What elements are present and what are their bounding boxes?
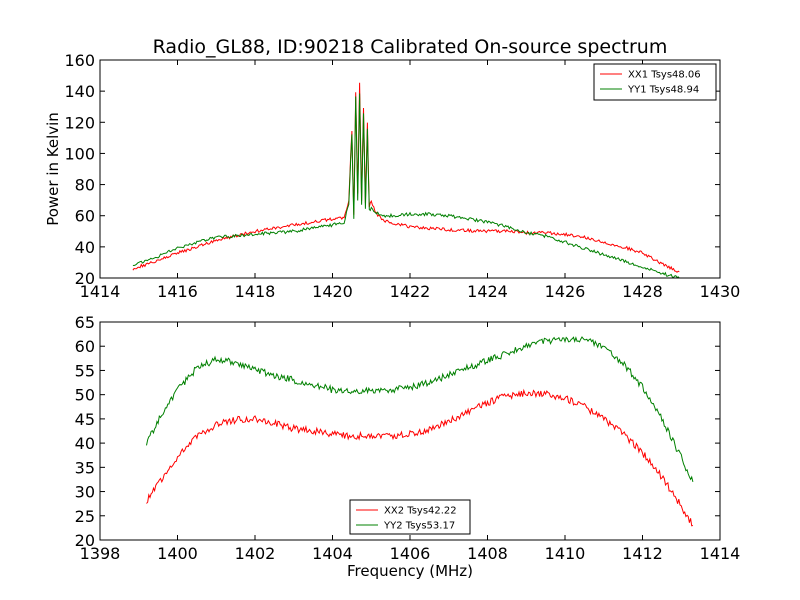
series-line-yy2 [146, 336, 694, 483]
y-tick-label: 160 [64, 51, 95, 70]
legend-label: XX2 Tsys42.22 [384, 506, 457, 517]
y-tick-label: 40 [75, 238, 95, 257]
x-tick-label: 1410 [545, 544, 586, 563]
y-tick-label: 80 [75, 176, 95, 195]
x-tick-label: 1398 [80, 544, 121, 563]
legend-frame [593, 63, 717, 101]
x-tick-label: 1402 [235, 544, 276, 563]
x-tick-label: 1420 [312, 282, 353, 301]
y-tick-label: 35 [75, 458, 95, 477]
y-tick-label: 30 [75, 483, 95, 502]
x-tick-label: 1422 [390, 282, 431, 301]
y-tick-label: 20 [75, 531, 95, 550]
series-line-xx1 [132, 82, 680, 273]
y-tick-label: 55 [75, 361, 95, 380]
x-tick-label: 1418 [235, 282, 276, 301]
y-tick-label: 60 [75, 207, 95, 226]
bottom-panel: 1398 1400 1402 1404 1406 1408 1410 1412 1414 20 25… [75, 313, 741, 580]
x-tick-label: 1414 [700, 544, 741, 563]
x-tick-label: 1426 [545, 282, 586, 301]
y-tick-label: 50 [75, 386, 95, 405]
x-tick-label: 1404 [312, 544, 353, 563]
y-tick-label: 60 [75, 337, 95, 356]
bottom-legend: XX2 Tsys42.22 YY2 Tsys53.17 [349, 499, 471, 535]
x-tick-label: 1424 [467, 282, 508, 301]
x-tick-label: 1412 [622, 544, 663, 563]
bottom-series-layer [146, 336, 694, 527]
legend-label: YY1 Tsys48.94 [627, 85, 699, 96]
x-tick-label: 1414 [80, 282, 121, 301]
series-line-yy1 [132, 93, 680, 278]
series-line-xx2 [146, 388, 694, 527]
top-legend: XX1 Tsys48.06 YY1 Tsys48.94 [593, 63, 717, 101]
y-tick-label: 100 [64, 144, 95, 163]
x-tick-label: 1430 [700, 282, 741, 301]
y-tick-label: 120 [64, 113, 95, 132]
legend-label: XX1 Tsys48.06 [628, 70, 701, 81]
legend-frame [349, 499, 471, 535]
top-y-axis-label: Power in Kelvin [44, 112, 62, 226]
bottom-ticks: 1398 1400 1402 1404 1406 1408 1410 1412 1414 20 25… [75, 313, 741, 563]
x-tick-label: 1400 [157, 544, 198, 563]
y-tick-label: 25 [75, 507, 95, 526]
x-tick-label: 1416 [157, 282, 198, 301]
y-tick-label: 45 [75, 410, 95, 429]
legend-label: YY2 Tsys53.17 [383, 521, 455, 532]
top-panel: 1414 1416 1418 1420 1422 1424 1426 1428 1430 20 40… [44, 51, 740, 301]
y-tick-label: 40 [75, 434, 95, 453]
y-tick-label: 20 [75, 269, 95, 288]
bottom-x-axis-label: Frequency (MHz) [347, 562, 473, 580]
chart-title: Radio_GL88, ID:90218 Calibrated On-sourc… [153, 36, 668, 58]
x-tick-label: 1408 [467, 544, 508, 563]
top-series-layer [132, 82, 680, 278]
x-tick-label: 1406 [390, 544, 431, 563]
x-tick-label: 1428 [622, 282, 663, 301]
y-tick-label: 65 [75, 313, 95, 332]
y-tick-label: 140 [64, 82, 95, 101]
top-ticks: 1414 1416 1418 1420 1422 1424 1426 1428 1430 20 40… [64, 51, 740, 301]
